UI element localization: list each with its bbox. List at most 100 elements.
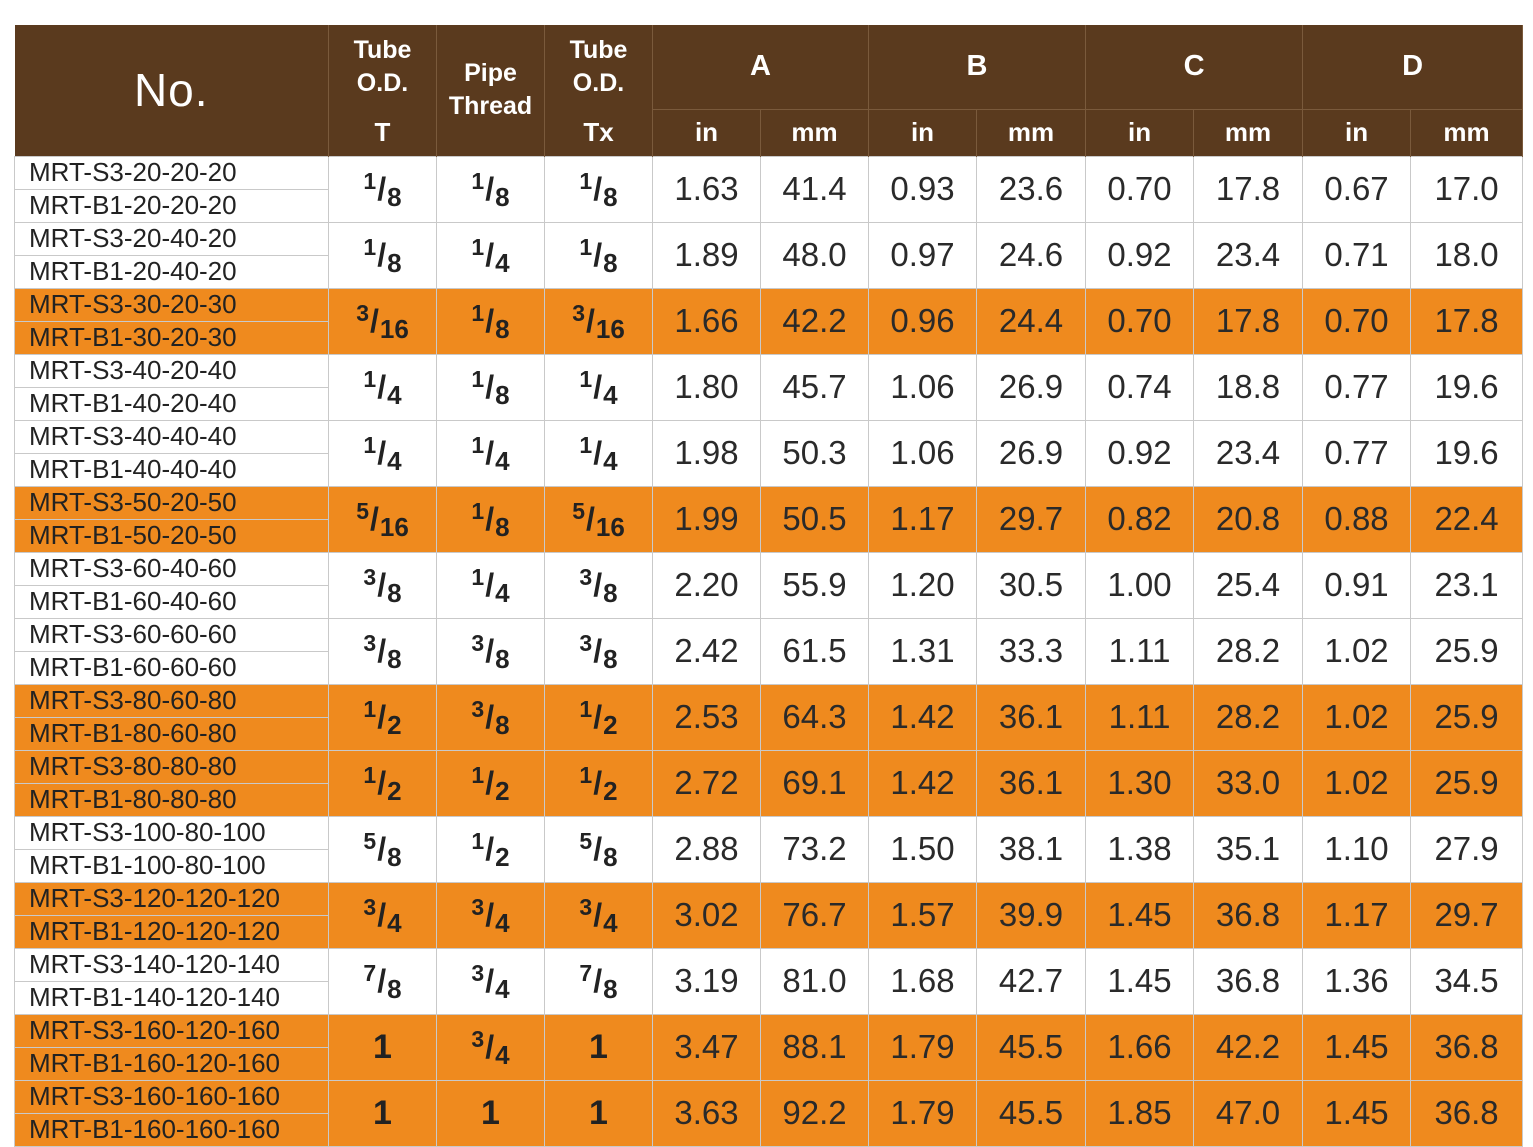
b-mm-cell: 24.4 — [976, 287, 1087, 355]
d-mm-cell: 23.1 — [1410, 551, 1524, 619]
c-mm-cell: 23.4 — [1193, 221, 1304, 289]
a-in-cell: 3.47 — [652, 1013, 761, 1081]
fraction-numerator: 1 — [471, 498, 485, 524]
fraction-denominator: 8 — [495, 644, 510, 674]
c-in-cell: 1.00 — [1085, 551, 1195, 619]
fraction: 1/2 — [471, 830, 509, 871]
d-in-cell: 1.17 — [1302, 881, 1412, 949]
fraction-numerator: 3 — [579, 630, 593, 656]
table-row: MRT-B1-80-60-80 — [14, 716, 1523, 751]
b-in-cell: 1.17 — [868, 485, 978, 553]
fraction: 1/8 — [363, 236, 401, 277]
fraction: 1/4 — [363, 434, 401, 475]
part-number-b1: MRT-B1-40-40-40 — [14, 452, 329, 487]
fraction-slash: / — [369, 303, 379, 339]
pipe-thread-cell: 1/4 — [436, 551, 545, 619]
fraction-slash: / — [485, 303, 495, 339]
group-header-b: B — [868, 25, 1087, 110]
a-in-cell: 1.66 — [652, 287, 761, 355]
part-number-s3: MRT-S3-140-120-140 — [14, 947, 329, 982]
b-in-cell: 0.96 — [868, 287, 978, 355]
fraction-slash: / — [593, 369, 603, 405]
b-mm-cell: 39.9 — [976, 881, 1087, 949]
tube-od-tx-cell: 7/8 — [544, 947, 653, 1015]
part-number-b1: MRT-B1-140-120-140 — [14, 980, 329, 1015]
b-in-cell: 1.57 — [868, 881, 978, 949]
a-in-cell: 1.80 — [652, 353, 761, 421]
fraction: 7/8 — [579, 962, 617, 1003]
fraction-denominator: 8 — [387, 842, 402, 872]
fraction-denominator: 4 — [495, 578, 510, 608]
fraction-denominator: 8 — [387, 248, 402, 278]
c-mm-cell: 42.2 — [1193, 1013, 1304, 1081]
tube-od-tx-cell: 1/8 — [544, 155, 653, 223]
fraction-slash: / — [377, 237, 387, 273]
fraction-slash: / — [485, 963, 495, 999]
c-in-cell: 1.11 — [1085, 617, 1195, 685]
fraction: 3/8 — [471, 632, 509, 673]
fraction-slash: / — [485, 765, 495, 801]
fraction: 1/2 — [363, 698, 401, 739]
d-mm-cell: 29.7 — [1410, 881, 1524, 949]
col-header-tube-od-tx: Tube O.D. — [544, 25, 653, 109]
tube-od-tx-line1: Tube — [569, 36, 628, 64]
b-in-cell: 1.06 — [868, 419, 978, 487]
table-row: MRT-B1-120-120-120 — [14, 914, 1523, 949]
pipe-thread-line1: Pipe — [464, 59, 517, 88]
fraction-slash: / — [593, 237, 603, 273]
table-row: MRT-S3-140-120-140 7/8 3/4 7/8 3.19 81.0 1.68 4… — [14, 947, 1524, 1015]
d-in-cell: 0.77 — [1302, 353, 1412, 421]
fraction-slash: / — [485, 897, 495, 933]
part-number-b1: MRT-B1-40-20-40 — [14, 386, 329, 421]
tube-od-t-line1: Tube — [353, 36, 412, 64]
fraction-slash: / — [585, 303, 595, 339]
fraction-slash: / — [377, 171, 387, 207]
fraction: 3/4 — [579, 896, 617, 937]
fraction-denominator: 16 — [379, 512, 409, 542]
fraction-numerator: 1 — [579, 366, 593, 392]
table-row: MRT-S3-30-20-30 3/16 1/8 3/16 1.66 42.2 0.96 24… — [14, 287, 1524, 355]
fraction: 1/8 — [471, 500, 509, 541]
fraction: 1/4 — [363, 368, 401, 409]
group-header-a: A — [652, 25, 870, 110]
part-number-s3: MRT-S3-20-20-20 — [14, 155, 329, 190]
fraction-whole: 1 — [589, 1028, 608, 1066]
d-in-cell: 1.02 — [1302, 683, 1412, 751]
part-number-s3: MRT-S3-120-120-120 — [14, 881, 329, 916]
sub-header-tx: Tx — [544, 109, 653, 156]
part-number-b1: MRT-B1-60-40-60 — [14, 584, 329, 619]
a-in-cell: 1.99 — [652, 485, 761, 553]
c-in-cell: 1.11 — [1085, 683, 1195, 751]
fraction: 1/4 — [471, 434, 509, 475]
fraction: 3/8 — [471, 698, 509, 739]
fraction-numerator: 3 — [363, 630, 377, 656]
table-row: MRT-S3-20-40-20 1/8 1/4 1/8 1.89 48.0 0.97 24.6… — [14, 221, 1524, 289]
fraction-slash: / — [369, 501, 379, 537]
part-number-b1: MRT-B1-80-60-80 — [14, 716, 329, 751]
pipe-thread-cell: 3/4 — [436, 947, 545, 1015]
fraction-denominator: 2 — [603, 710, 618, 740]
a-mm-cell: 81.0 — [759, 947, 870, 1015]
a-mm-cell: 73.2 — [759, 815, 870, 883]
group-header-d: D — [1302, 25, 1524, 110]
d-mm-cell: 19.6 — [1410, 419, 1524, 487]
pipe-thread-line2: Thread — [448, 92, 533, 121]
sub-header-d-in: in — [1302, 109, 1412, 156]
d-mm-cell: 25.9 — [1410, 617, 1524, 685]
a-in-cell: 2.42 — [652, 617, 761, 685]
tube-od-t-cell: 5/16 — [328, 485, 437, 553]
b-mm-cell: 42.7 — [976, 947, 1087, 1015]
fraction: 5/8 — [579, 830, 617, 871]
pipe-thread-cell: 3/8 — [436, 683, 545, 751]
d-mm-cell: 36.8 — [1410, 1013, 1524, 1081]
d-mm-cell: 19.6 — [1410, 353, 1524, 421]
part-number-b1: MRT-B1-100-80-100 — [14, 848, 329, 883]
fraction-slash: / — [485, 237, 495, 273]
c-in-cell: 1.30 — [1085, 749, 1195, 817]
part-number-s3: MRT-S3-60-40-60 — [14, 551, 329, 586]
b-mm-cell: 36.1 — [976, 683, 1087, 751]
c-mm-cell: 36.8 — [1193, 947, 1304, 1015]
fraction-slash: / — [593, 765, 603, 801]
table-row: MRT-S3-50-20-50 5/16 1/8 5/16 1.99 50.5 1.17 29… — [14, 485, 1524, 553]
d-in-cell: 0.71 — [1302, 221, 1412, 289]
